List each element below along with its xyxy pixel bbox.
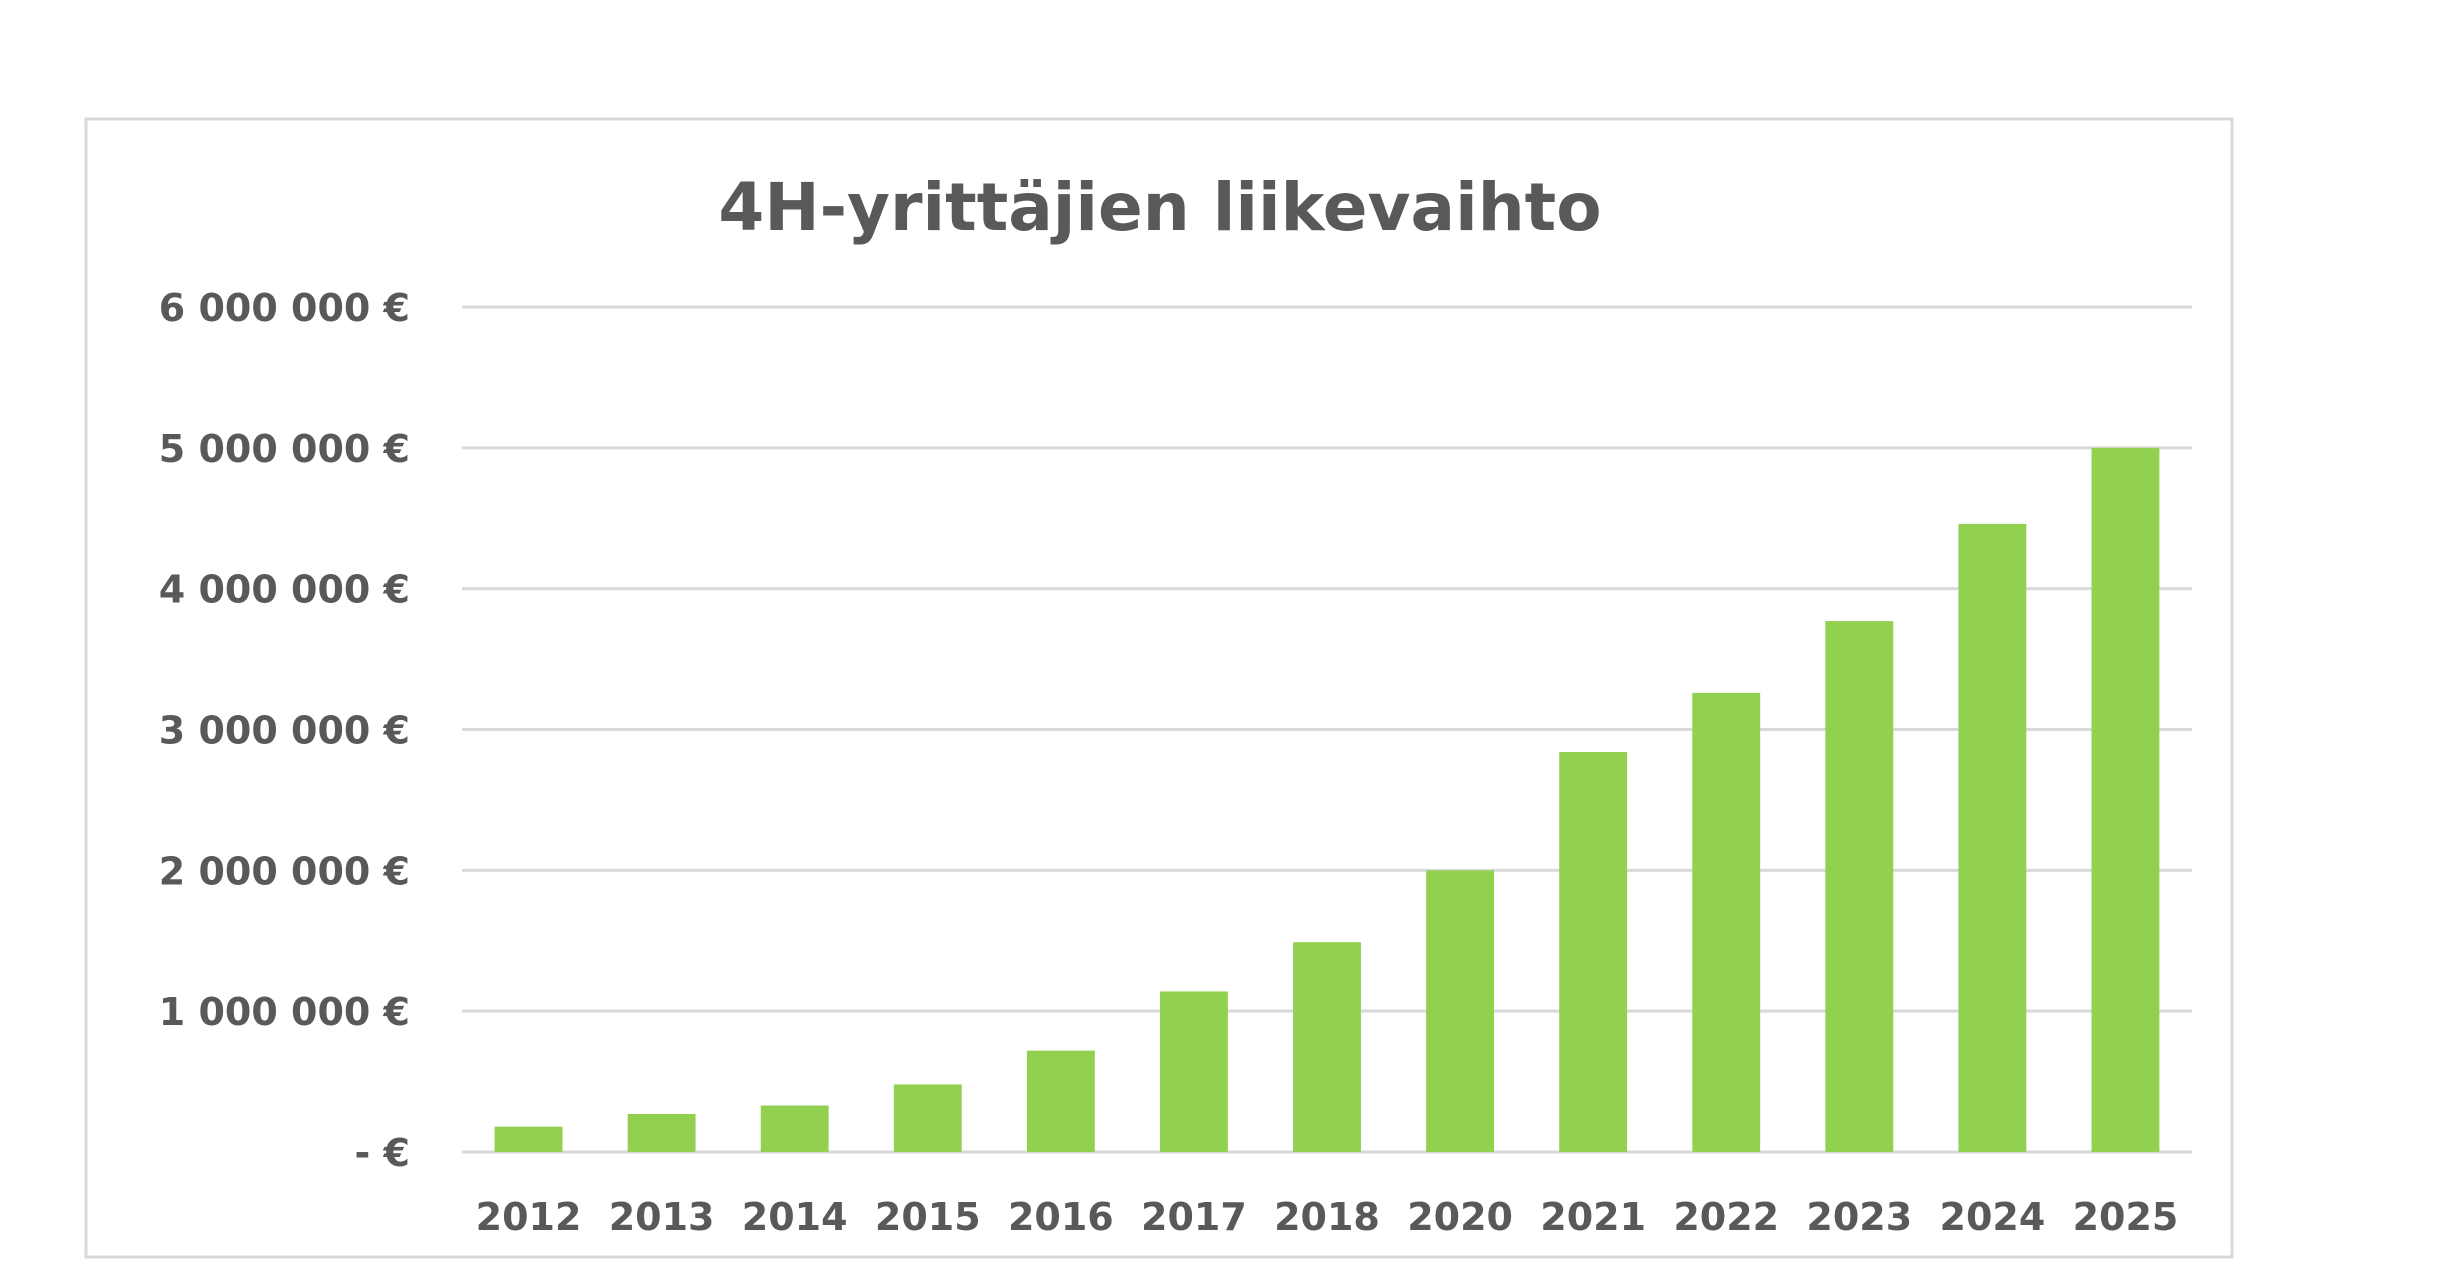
y-axis-ticks: - € 1 000 000 € 2 000 000 € 3 000 000 € 4 00… [159, 286, 410, 1175]
y-tick-label: 2 000 000 € [159, 849, 410, 893]
y-tick-label: 4 000 000 € [159, 568, 410, 612]
x-axis-ticks: 2012 2013 2014 2015 2016 2017 2018 2020 2021 2022… [476, 1195, 2179, 1239]
bar-2024 [1958, 523, 2027, 1152]
bar-2015 [893, 1084, 962, 1152]
x-tick-label: 2023 [1806, 1195, 1912, 1239]
x-tick-label: 2018 [1274, 1195, 1380, 1239]
x-tick-label: 2016 [1008, 1195, 1114, 1239]
bar-2012 [494, 1126, 563, 1152]
x-tick-label: 2024 [1940, 1195, 2046, 1239]
y-tick-label: 3 000 000 € [159, 709, 410, 753]
x-tick-label: 2020 [1407, 1195, 1513, 1239]
bar-2022 [1692, 692, 1761, 1152]
bar-2023 [1825, 621, 1894, 1152]
y-tick-label: - € [355, 1131, 410, 1175]
x-tick-label: 2017 [1141, 1195, 1247, 1239]
x-tick-label: 2025 [2073, 1195, 2179, 1239]
bar-2014 [760, 1105, 829, 1152]
y-tick-label: 1 000 000 € [159, 990, 410, 1034]
bar-2016 [1026, 1050, 1095, 1152]
bar-2020 [1426, 870, 1495, 1152]
x-tick-label: 2013 [609, 1195, 715, 1239]
gridlines [462, 305, 2192, 1154]
bar-2018 [1293, 942, 1361, 1152]
x-tick-label: 2022 [1673, 1195, 1779, 1239]
x-tick-label: 2015 [875, 1195, 981, 1239]
chart-title: 4H-yrittäjien liikevaihto [718, 169, 1601, 246]
x-tick-label: 2014 [742, 1195, 848, 1239]
y-tick-label: 6 000 000 € [159, 286, 410, 330]
bar-2017 [1159, 991, 1228, 1152]
x-tick-label: 2021 [1540, 1195, 1646, 1239]
bar-2021 [1559, 752, 1628, 1152]
bar-2025 [2091, 447, 2160, 1152]
x-tick-label: 2012 [476, 1195, 582, 1239]
y-tick-label: 5 000 000 € [159, 427, 410, 471]
bars [494, 447, 2160, 1152]
bar-2013 [627, 1113, 696, 1152]
